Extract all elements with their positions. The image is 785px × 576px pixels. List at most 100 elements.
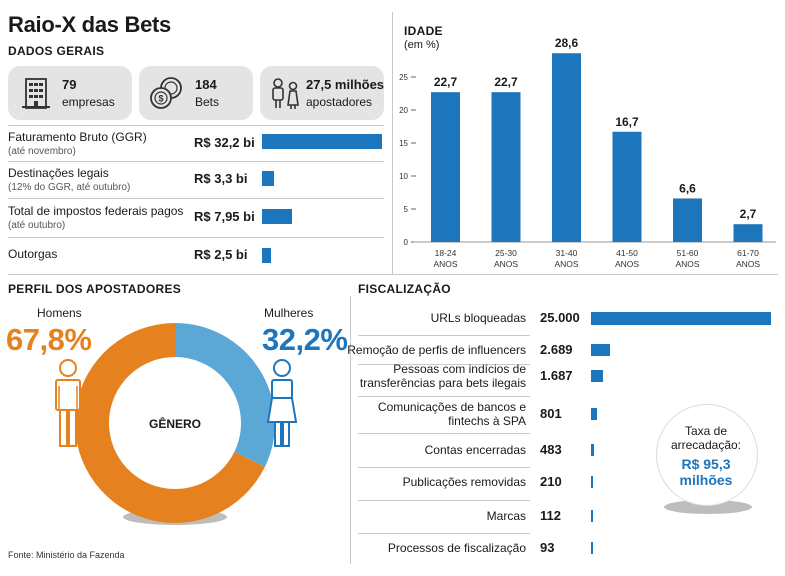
y-tick-label: Remoção de perfis de influencers	[347, 343, 526, 357]
svg-text:$: $	[158, 94, 163, 104]
bar	[591, 370, 604, 382]
divider	[358, 533, 530, 534]
x-tick-unit: ANOS	[736, 259, 760, 269]
row-note-faturamento: (até novembro)	[8, 146, 76, 157]
bar	[431, 92, 460, 243]
stat-apostadores-value: 27,5 milhões	[306, 77, 385, 92]
data-label: 16,7	[615, 115, 639, 129]
divider	[8, 237, 384, 238]
y-tick-label: 10	[399, 172, 408, 181]
y-axis: 0 5 10 15 20 25	[399, 73, 416, 247]
idade-heading: IDADE	[404, 24, 443, 38]
stat-empresas-label: empresas	[62, 95, 115, 109]
row-label-impostos: Total de impostos federais pagos	[8, 204, 184, 218]
row-note-impostos: (até outubro)	[8, 220, 66, 231]
divider	[8, 198, 384, 199]
bar	[733, 224, 763, 242]
row-value-faturamento: R$ 32,2 bi	[194, 135, 255, 150]
row-label-destinacoes: Destinações legais	[8, 166, 109, 180]
men-label: Homens	[37, 306, 82, 320]
x-tick-label: 51-60	[677, 248, 699, 258]
y-tick-label: URLs bloqueadas	[430, 311, 526, 325]
x-tick-unit: ANOS	[554, 259, 578, 269]
data-label: 112	[540, 508, 561, 523]
stat-apostadores: 27,5 milhões apostadores	[260, 66, 384, 120]
data-label: 1.687	[540, 368, 573, 383]
bar	[612, 131, 642, 242]
stat-empresas-value: 79	[62, 77, 77, 92]
men-value: 67,8%	[6, 322, 92, 357]
row-label-outorgas: Outorgas	[8, 247, 58, 261]
data-label: 483	[540, 442, 562, 457]
x-tick-label: 25-30	[495, 248, 517, 258]
row-bar	[262, 171, 275, 186]
stat-empresas: 79 empresas	[8, 66, 132, 120]
donut-center-label: GÊNERO	[148, 417, 201, 431]
x-tick-label: 41-50	[616, 248, 638, 258]
y-tick-label: Publicações removidas	[402, 475, 526, 489]
man-icon	[55, 359, 81, 447]
row-bar	[262, 134, 382, 149]
divider	[8, 161, 384, 162]
stat-bets: $ 184 Bets	[139, 66, 253, 120]
x-tick-unit: ANOS	[433, 259, 457, 269]
y-tick-label: Contas encerradas	[424, 443, 526, 457]
divider	[358, 396, 530, 397]
y-tick-label: 5	[404, 205, 409, 214]
bar	[491, 92, 521, 243]
callout-label: Taxa de arrecadação:	[670, 424, 742, 452]
stat-bets-label: Bets	[195, 95, 220, 109]
coins-icon: $	[150, 77, 182, 109]
y-tick-label: Comunicações de bancos e fintechs à SPA	[377, 400, 526, 428]
dados-gerais-heading: DADOS GERAIS	[8, 44, 105, 58]
y-tick-label: 15	[399, 139, 408, 148]
y-tick-label: Processos de fiscalização	[387, 541, 526, 555]
divider	[358, 467, 530, 468]
perfil-heading: PERFIL DOS APOSTADORES	[8, 282, 182, 296]
data-label: 6,6	[679, 181, 696, 195]
x-tick-unit: ANOS	[615, 259, 639, 269]
bar	[591, 444, 595, 456]
x-tick-unit: ANOS	[675, 259, 699, 269]
divider	[350, 296, 351, 564]
building-icon	[22, 78, 50, 109]
pie-slice	[74, 323, 265, 523]
stat-bets-value: 184	[195, 77, 217, 92]
divider	[358, 500, 530, 501]
data-label: 801	[540, 406, 562, 421]
y-tick-label: 25	[399, 73, 408, 82]
callout-value: R$ 95,3 milhões	[679, 456, 733, 488]
y-tick-label: 0	[404, 238, 409, 247]
callout-shadow	[664, 500, 752, 514]
x-tick-unit: ANOS	[494, 259, 518, 269]
divider	[358, 433, 530, 434]
y-tick-label: 20	[399, 106, 408, 115]
page-title: Raio-X das Bets	[8, 12, 171, 37]
pie-slice	[175, 323, 275, 467]
bar	[591, 542, 593, 554]
y-tick-label: Marcas	[486, 509, 526, 523]
x-tick-label: 31-40	[556, 248, 578, 258]
divider	[8, 125, 384, 126]
bar	[591, 408, 597, 420]
data-label: 93	[540, 540, 555, 555]
women-label: Mulheres	[264, 306, 314, 320]
y-tick-label: Pessoas com indícios de transferências p…	[359, 362, 526, 390]
row-note-destinacoes: (12% do GGR, até outubro)	[8, 182, 131, 193]
row-bar	[262, 209, 292, 224]
data-label: 210	[540, 474, 562, 489]
divider	[8, 274, 778, 275]
data-label: 22,7	[494, 75, 518, 89]
row-bar	[262, 248, 272, 263]
idade-unit: (em %)	[404, 39, 440, 51]
x-tick-label: 18-24	[435, 248, 457, 258]
data-label: 2,7	[740, 207, 757, 221]
woman-icon	[266, 359, 298, 447]
divider	[358, 364, 530, 365]
divider	[392, 12, 393, 274]
people-icon	[272, 78, 299, 109]
data-label: 22,7	[434, 75, 458, 89]
bar	[591, 344, 611, 356]
bar	[552, 53, 581, 242]
